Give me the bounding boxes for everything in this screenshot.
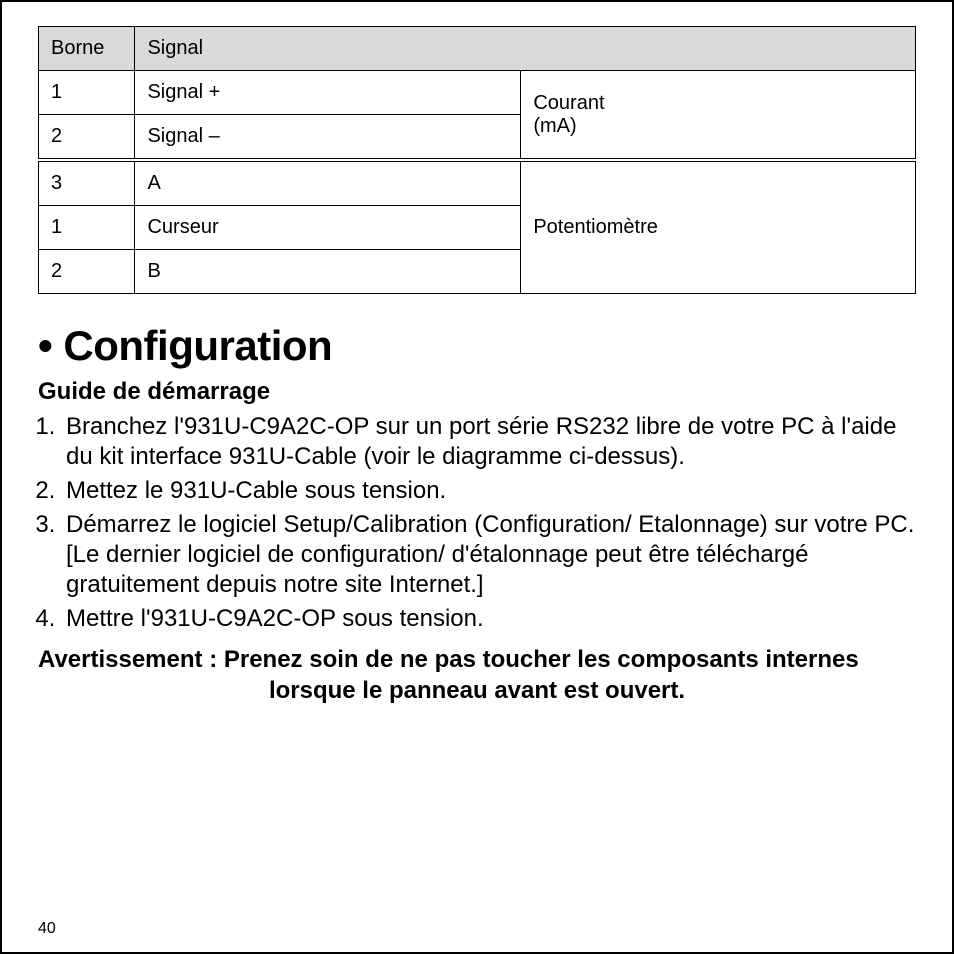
subheading: Guide de démarrage — [38, 378, 916, 406]
cell-borne: 1 — [39, 71, 135, 115]
th-borne: Borne — [39, 27, 135, 71]
section-heading: • Configuration — [38, 322, 916, 370]
table-header-row: Borne Signal — [39, 27, 916, 71]
list-item: Branchez l'931U-C9A2C-OP sur un port sér… — [62, 412, 916, 472]
list-item: Mettre l'931U-C9A2C-OP sous tension. — [62, 604, 916, 634]
type-line1: Courant — [533, 92, 604, 114]
cell-signal: Signal – — [135, 115, 521, 161]
cell-signal: B — [135, 250, 521, 294]
type-line2: (mA) — [533, 115, 576, 137]
signal-table: Borne Signal 1 Signal + Courant (mA) 2 S… — [38, 26, 916, 294]
cell-borne: 1 — [39, 206, 135, 250]
page-frame: Borne Signal 1 Signal + Courant (mA) 2 S… — [0, 0, 954, 954]
list-item: Mettez le 931U-Cable sous tension. — [62, 476, 916, 506]
list-item: Démarrez le logiciel Setup/Calibration (… — [62, 510, 916, 600]
th-signal: Signal — [135, 27, 916, 71]
page-number: 40 — [38, 920, 56, 938]
cell-type-courant: Courant (mA) — [521, 71, 916, 161]
cell-borne: 2 — [39, 250, 135, 294]
cell-signal: Signal + — [135, 71, 521, 115]
warning-line1: Avertissement : Prenez soin de ne pas to… — [38, 646, 859, 673]
cell-signal: A — [135, 160, 521, 206]
bullet-icon: • — [38, 322, 52, 369]
section-title: Configuration — [63, 322, 332, 369]
cell-type-pot: Potentiomètre — [521, 160, 916, 294]
warning-line2: lorsque le panneau avant est ouvert. — [38, 675, 916, 706]
steps-list: Branchez l'931U-C9A2C-OP sur un port sér… — [38, 412, 916, 634]
warning-text: Avertissement : Prenez soin de ne pas to… — [38, 644, 916, 706]
cell-borne: 2 — [39, 115, 135, 161]
cell-borne: 3 — [39, 160, 135, 206]
table-row: 3 A Potentiomètre — [39, 160, 916, 206]
cell-signal: Curseur — [135, 206, 521, 250]
table-row: 1 Signal + Courant (mA) — [39, 71, 916, 115]
